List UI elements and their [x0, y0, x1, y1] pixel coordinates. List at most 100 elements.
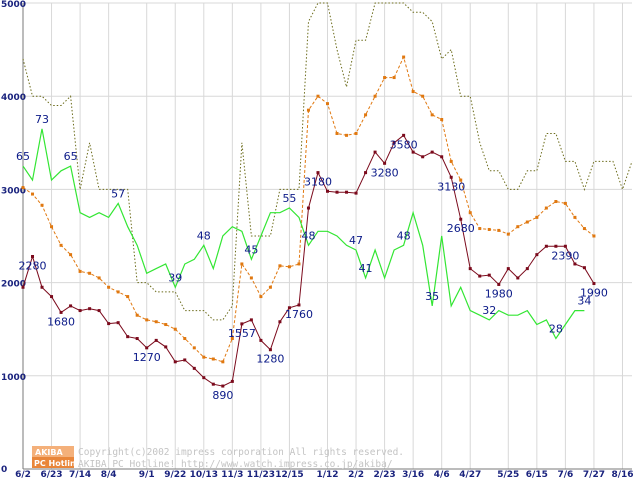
series-line-3 — [22, 128, 585, 340]
x-tick-label: 9/1 — [139, 470, 155, 480]
series-1-point — [535, 215, 539, 219]
data-label: 48 — [197, 229, 211, 242]
series-1-point — [306, 108, 310, 112]
series-1-point — [592, 234, 596, 238]
logo-top-text: AKIBA — [35, 448, 63, 457]
series-1-point — [126, 295, 130, 299]
series-2-point — [582, 266, 586, 270]
series-1-point — [268, 285, 272, 289]
series-lines — [21, 2, 633, 388]
series-1-point — [50, 225, 54, 229]
series-line-0 — [22, 2, 633, 321]
hotline-url-text: AKIBA PC Hotline! http://www.watch.impre… — [78, 459, 393, 470]
data-label: 1270 — [133, 351, 161, 364]
series-1-point — [69, 253, 73, 257]
x-tick-label: 2/23 — [374, 470, 396, 480]
series-2-point — [306, 206, 310, 210]
series-1-point — [297, 262, 301, 266]
series-1-point — [183, 337, 187, 341]
series-2-point — [154, 338, 158, 342]
data-label: 55 — [282, 192, 296, 205]
series-1-point — [107, 285, 111, 289]
series-2-point — [335, 190, 339, 194]
data-label: 73 — [35, 113, 49, 126]
x-tick-label: 11/3 — [221, 470, 243, 480]
series-2-point — [97, 309, 101, 313]
series-2-point — [135, 337, 139, 341]
series-2-point — [487, 273, 491, 277]
series-2-point — [211, 382, 215, 386]
y-tick-label: 5000 — [1, 0, 26, 10]
data-label: 2680 — [447, 222, 475, 235]
x-tick-label: 4/27 — [459, 470, 481, 480]
data-label: 1760 — [285, 308, 313, 321]
series-1-point — [573, 215, 577, 219]
series-2-point — [40, 285, 44, 289]
series-2-point — [126, 335, 130, 339]
data-label: 45 — [244, 243, 258, 256]
series-1-point — [582, 227, 586, 231]
series-1-point — [373, 94, 377, 98]
data-labels: 65 2280 73 65 1680 57 1270 39 48 890 1557 45 1280 55 1… — [16, 113, 608, 402]
y-tick-label: 0 — [1, 465, 7, 475]
series-1-point — [173, 327, 177, 331]
data-label: 3180 — [304, 176, 332, 189]
akiba-logo: AKIBA PC Hotline! — [32, 446, 85, 468]
data-label: 890 — [212, 389, 233, 402]
series-1-point — [402, 55, 406, 59]
series-2-point — [544, 244, 548, 248]
series-1-point — [59, 243, 63, 247]
x-tick-label: 12/15 — [275, 470, 303, 480]
series-1-point — [554, 200, 558, 204]
series-1-point — [345, 133, 349, 137]
series-1-point — [221, 360, 225, 364]
data-label: 3130 — [437, 180, 465, 193]
data-label: 39 — [168, 271, 182, 284]
series-2-point — [364, 171, 368, 175]
series-2-point — [69, 304, 73, 308]
data-label: 1980 — [485, 287, 513, 300]
series-1-point — [449, 159, 453, 163]
x-tick-label: 2/2 — [348, 470, 364, 480]
data-label: 35 — [425, 290, 439, 303]
grid — [22, 2, 632, 469]
data-label: 1990 — [580, 287, 608, 300]
x-tick-label: 4/6 — [434, 470, 450, 480]
data-label: 48 — [397, 229, 411, 242]
data-label: 32 — [482, 304, 496, 317]
series-2-point — [383, 161, 387, 165]
series-1-point — [287, 265, 291, 269]
series-1-point — [392, 76, 396, 80]
data-label: 65 — [16, 150, 30, 163]
x-tick-label: 11/23 — [247, 470, 275, 480]
series-1-point — [506, 232, 510, 236]
series-1-point — [230, 337, 234, 341]
series-1-point — [544, 206, 548, 210]
data-label: 47 — [349, 234, 363, 247]
data-label: 1680 — [47, 315, 75, 328]
series-1-point — [78, 269, 82, 273]
series-2-point — [192, 366, 196, 370]
footer: AKIBA PC Hotline! Copyright(c)2002 impre… — [32, 446, 404, 470]
data-label: 1280 — [256, 353, 284, 366]
series-1-point — [154, 320, 158, 324]
series-2-point — [497, 282, 501, 286]
series-1-point — [135, 313, 139, 317]
series-2-point — [373, 150, 377, 154]
y-tick-label: 2000 — [1, 280, 26, 290]
series-2-point — [326, 189, 329, 193]
series-2-point — [316, 171, 320, 175]
series-2-point — [249, 318, 253, 322]
series-2-point — [31, 255, 35, 259]
series-1-point — [487, 227, 491, 231]
series-1-point — [40, 203, 44, 207]
series-2-point — [478, 274, 482, 278]
data-label: 3580 — [390, 138, 418, 151]
series-2-point — [268, 348, 272, 352]
series-2-point — [145, 346, 149, 350]
series-2-point — [202, 376, 206, 380]
x-tick-label: 3/16 — [402, 470, 424, 480]
series-2-point — [430, 150, 434, 154]
series-2-point — [259, 338, 263, 342]
